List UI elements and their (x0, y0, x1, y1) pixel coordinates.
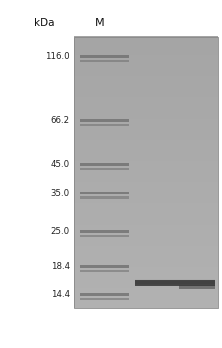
Bar (80, 270, 129, 272)
Bar (135, 281, 215, 282)
Bar (80, 119, 129, 122)
Bar (80, 265, 129, 268)
Bar (80, 298, 129, 300)
Bar (179, 285, 215, 289)
Bar (74, 37, 218, 308)
Text: 45.0: 45.0 (51, 160, 70, 169)
Bar (80, 235, 129, 237)
Bar (135, 284, 215, 285)
Bar (135, 283, 215, 284)
Bar (135, 280, 215, 281)
Text: 66.2: 66.2 (51, 116, 70, 125)
Bar (80, 293, 129, 296)
Bar (135, 280, 215, 286)
Bar (80, 168, 129, 170)
Text: 18.4: 18.4 (51, 262, 70, 271)
Bar (135, 279, 215, 280)
Bar (80, 55, 129, 58)
Text: 35.0: 35.0 (51, 189, 70, 198)
Bar (80, 230, 129, 233)
Bar (80, 197, 129, 199)
Bar (135, 285, 215, 286)
Bar (135, 282, 215, 283)
Text: 116.0: 116.0 (45, 52, 70, 61)
Text: 25.0: 25.0 (51, 227, 70, 236)
Text: 14.4: 14.4 (51, 291, 70, 299)
Text: kDa: kDa (34, 18, 55, 28)
Bar (80, 124, 129, 126)
Bar (80, 60, 129, 62)
Text: M: M (95, 18, 105, 28)
Bar (80, 192, 129, 195)
Bar (80, 163, 129, 166)
